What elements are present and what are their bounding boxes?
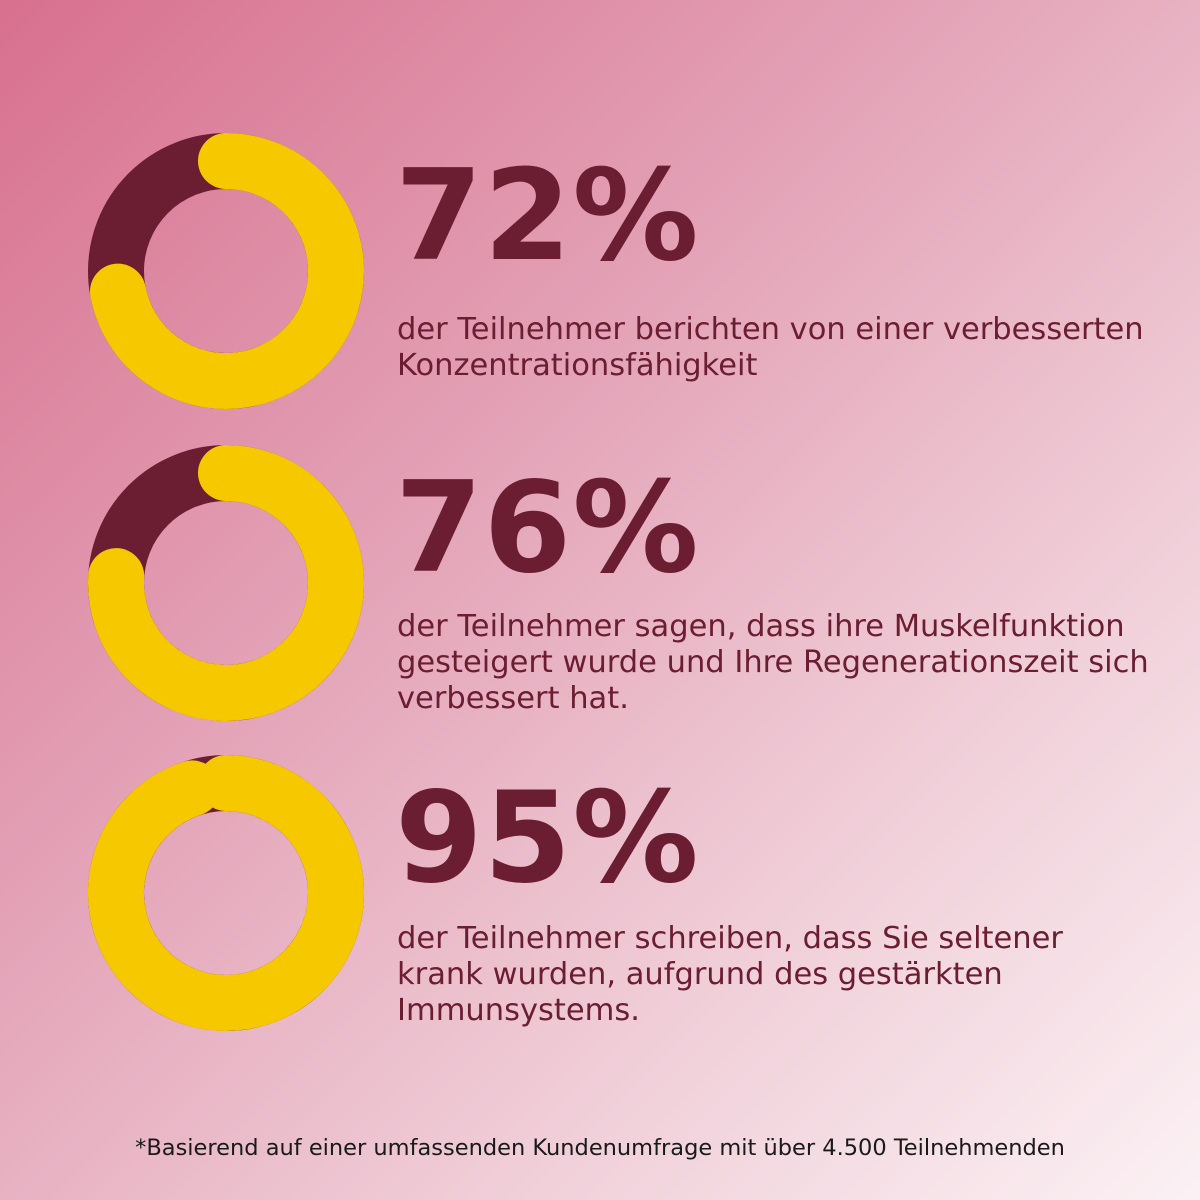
stat-description: der Teilnehmer berichten von einer verbe… (397, 312, 1144, 383)
donut-value-slice (88, 445, 364, 721)
stat-block-immune-system: 95% der Teilnehmer schreiben, dass Sie s… (0, 747, 1200, 1037)
donut-value-slice (89, 133, 364, 409)
stat-description: der Teilnehmer sagen, dass ihre Muskelfu… (397, 609, 1149, 716)
footnote: *Basierend auf einer umfassenden Kundenu… (135, 1135, 1065, 1161)
stat-value: 76% (395, 454, 700, 601)
stat-block-concentration: 72% der Teilnehmer berichten von einer v… (0, 125, 1200, 415)
donut-svg (88, 133, 364, 409)
donut-svg (88, 445, 364, 721)
donut-chart-concentration (85, 130, 367, 412)
stat-description: der Teilnehmer schreiben, dass Sie selte… (397, 921, 1063, 1028)
donut-chart-immune-system (85, 752, 367, 1034)
stat-block-muscle-function: 76% der Teilnehmer sagen, dass ihre Musk… (0, 437, 1200, 727)
stat-value: 72% (395, 142, 700, 289)
stat-value: 95% (395, 764, 700, 911)
donut-svg (88, 755, 364, 1031)
donut-chart-muscle-function (85, 442, 367, 724)
donut-value-slice (88, 755, 364, 1031)
